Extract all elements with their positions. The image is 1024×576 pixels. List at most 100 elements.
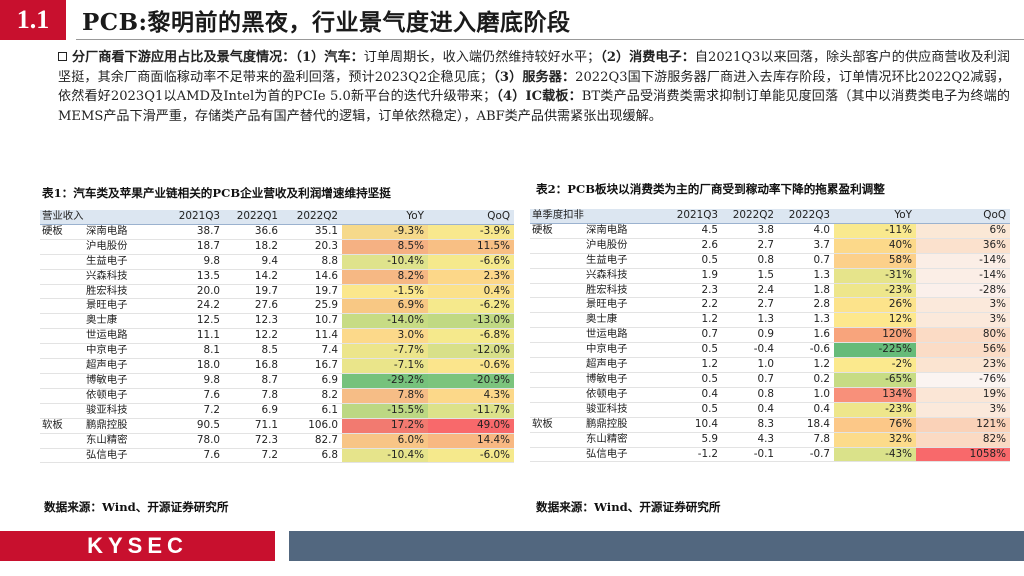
value-cell: 25.9 [282,298,342,315]
value-cell: 3% [916,402,1010,418]
value-cell: 0.7 [722,372,778,388]
title-divider [76,39,1024,40]
category-cell: 硬板 [530,223,584,239]
value-cell: -0.6 [778,342,834,359]
table-row: 奥士康 1.2 1.3 1.3 12% 3% [530,312,1010,329]
value-cell: 2.3 [666,283,722,299]
table-row: 骏亚科技 7.2 6.9 6.1 -15.5% -11.7% [40,403,514,419]
category-cell [530,268,584,284]
company-cell: 骏亚科技 [84,403,164,419]
value-cell: 18.7 [164,239,224,255]
value-cell: 3% [916,297,1010,314]
category-cell [530,447,584,463]
value-cell: -20.9% [428,373,514,389]
value-cell: 4.3 [722,432,778,448]
company-cell: 世运电路 [584,327,666,344]
value-cell: 8.2% [342,269,428,285]
value-cell: 12.3 [224,313,282,330]
value-cell: 18.2 [224,239,282,255]
value-cell: -0.6% [428,358,514,374]
value-cell: 6.9 [224,403,282,419]
category-cell [40,448,84,464]
value-cell: 40% [834,238,916,254]
value-cell: 1.2 [666,312,722,329]
company-cell: 景旺电子 [84,298,164,315]
value-cell: -2% [834,357,916,373]
category-cell [40,269,84,285]
value-cell: 8.3 [722,417,778,433]
table-row: 依顿电子 0.4 0.8 1.0 134% 19% [530,387,1010,403]
category-cell [530,238,584,254]
value-cell: 0.4 [666,387,722,403]
value-cell: 38.7 [164,224,224,240]
category-cell: 软板 [530,417,584,433]
value-cell: 16.8 [224,358,282,374]
value-cell: 1.2 [666,357,722,373]
company-cell: 弘信电子 [84,448,164,464]
summary-server-label: （3）服务器： [493,69,576,85]
category-cell [40,313,84,330]
value-cell: 1.6 [778,327,834,344]
summary-paragraph: 分厂商看下游应用占比及景气度情况：（1）汽车：订单周期长，收入端仍然维持较好水平… [58,48,1010,126]
category-cell [530,312,584,329]
table2-caption: 表2：PCB板块以消费类为主的厂商受到稼动率下降的拖累盈利调整 [536,182,885,196]
footer-bar [289,531,1024,561]
value-cell: -14.0% [342,313,428,330]
value-cell: 2.4 [722,283,778,299]
table-row: 东山精密 5.9 4.3 7.8 32% 82% [530,432,1010,448]
value-cell: 82% [916,432,1010,448]
value-cell: 80% [916,327,1010,344]
column-header: 2022Q2 [722,209,778,224]
value-cell: 0.4% [428,284,514,300]
value-cell: 0.8 [722,253,778,269]
value-cell: -0.7 [778,447,834,463]
company-cell: 奥士康 [584,312,666,329]
value-cell: 1.0 [778,387,834,403]
category-cell [40,284,84,300]
value-cell: -0.4 [722,342,778,359]
value-cell: 1.3 [778,312,834,329]
value-cell: 5.9 [666,432,722,448]
company-cell: 超声电子 [84,358,164,374]
value-cell: 121% [916,417,1010,433]
value-cell: 71.1 [224,418,282,434]
table-row: 硬板 深南电路 4.5 3.8 4.0 -11% 6% [530,223,1010,239]
value-cell: 56% [916,342,1010,359]
table-row: 景旺电子 24.2 27.6 25.9 6.9% -6.2% [40,298,514,315]
value-cell: 1.8 [778,283,834,299]
value-cell: -6.2% [428,298,514,315]
value-cell: 82.7 [282,433,342,449]
value-cell: 12.2 [224,328,282,345]
value-cell: 8.2 [282,388,342,404]
table-row: 生益电子 0.5 0.8 0.7 58% -14% [530,253,1010,269]
value-cell: 4.0 [778,223,834,239]
category-cell [40,403,84,419]
company-cell: 胜宏科技 [84,284,164,300]
value-cell: 6% [916,223,1010,239]
value-cell: 24.2 [164,298,224,315]
value-cell: 32% [834,432,916,448]
value-cell: 12% [834,312,916,329]
company-cell: 东山精密 [584,432,666,448]
value-cell: 1.3 [778,268,834,284]
column-header: 2021Q3 [666,209,722,224]
table-row: 东山精密 78.0 72.3 82.7 6.0% 14.4% [40,433,514,449]
value-cell: 9.8 [164,373,224,389]
table-row: 沪电股份 2.6 2.7 3.7 40% 36% [530,238,1010,254]
company-cell: 胜宏科技 [584,283,666,299]
value-cell: 1058% [916,447,1010,463]
value-cell: -14% [916,268,1010,284]
category-cell [530,402,584,418]
value-cell: 2.3% [428,269,514,285]
summary-auto-text: 订单周期长，收入端仍然维持较好水平； [363,50,601,65]
column-header: 2021Q3 [164,210,224,225]
value-cell: 7.4 [282,343,342,360]
value-cell: 20.3 [282,239,342,255]
category-cell [530,357,584,373]
summary-auto-label: （1）汽车： [295,50,364,65]
value-cell: -3.9% [428,224,514,240]
category-cell [530,372,584,388]
value-cell: 0.9 [722,327,778,344]
table-row: 依顿电子 7.6 7.8 8.2 7.8% 4.3% [40,388,514,404]
